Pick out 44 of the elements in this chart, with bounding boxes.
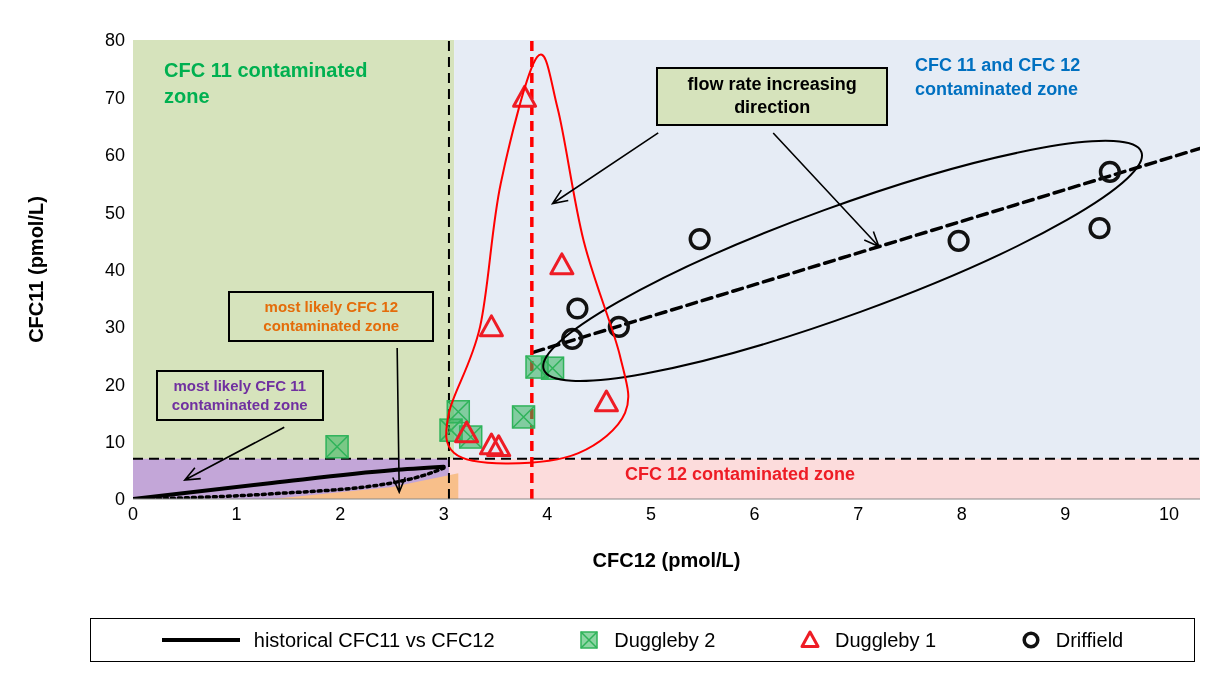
point [549, 252, 575, 276]
point [454, 420, 480, 444]
y-tick-label: 50 [104, 202, 125, 223]
band-label: CFC 11 contaminated zone [164, 58, 369, 110]
point [947, 229, 970, 252]
y-tick-label: 10 [104, 432, 125, 453]
x-axis-title: CFC12 (pmol/L) [592, 549, 741, 571]
point [688, 227, 711, 251]
point [566, 297, 589, 320]
y-tick-label: 0 [114, 489, 125, 510]
y-axis-title: CFC11 (pmol/L) [25, 196, 48, 343]
point [561, 327, 584, 351]
text-box: most likely CFC 12 contaminated zone [228, 290, 435, 342]
x-tick-label: 2 [335, 503, 346, 524]
band-label: CFC 11 and CFC 12 contaminated zone [915, 54, 1082, 101]
legend-label: historical CFC11 vs CFC12 [253, 628, 495, 652]
text-box: most likely CFC 11 contaminated zone [155, 369, 324, 421]
point [1088, 217, 1111, 240]
x-tick-label: 3 [438, 503, 449, 524]
y-tick-label: 60 [104, 145, 125, 166]
y-tick-label: 40 [104, 259, 125, 280]
point [478, 314, 504, 338]
band-label: CFC 12 contaminated zone [625, 463, 857, 487]
y-tick-label: 20 [104, 374, 125, 395]
point [1098, 160, 1121, 184]
x-tick-label: 10 [1158, 503, 1179, 524]
y-tick-label: 80 [104, 30, 125, 51]
point [593, 389, 619, 413]
x-tick-label: 6 [749, 503, 760, 524]
y-tick-label: 30 [104, 317, 125, 338]
legend-label: Driffield [1055, 628, 1124, 652]
legend-label: Duggleby 1 [834, 628, 937, 652]
x-tick-label: 7 [853, 503, 864, 524]
text-box: flow rate increasing direction [656, 66, 889, 126]
point [478, 432, 504, 456]
x-tick-label: 8 [956, 503, 967, 524]
point [486, 434, 512, 458]
x-tick-label: 9 [1060, 503, 1071, 524]
legend-label: Duggleby 2 [614, 628, 716, 652]
x-tick-label: 5 [645, 503, 656, 524]
x-tick-label: 1 [231, 503, 242, 524]
x-tick-label: 0 [127, 503, 139, 524]
y-tick-label: 70 [104, 87, 125, 108]
x-tick-label: 4 [542, 503, 553, 524]
